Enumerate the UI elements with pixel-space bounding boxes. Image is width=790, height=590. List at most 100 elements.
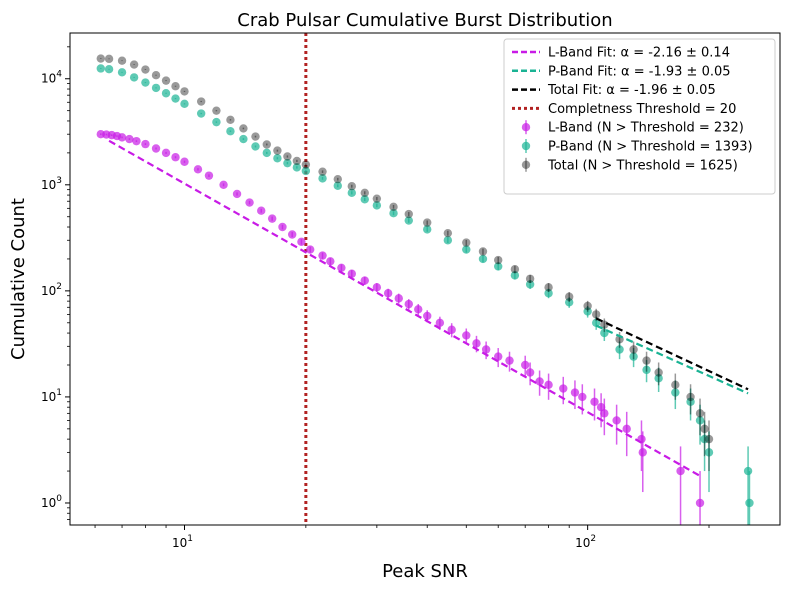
p-band-point (239, 134, 248, 144)
total-point (141, 65, 150, 74)
p-band-point (654, 374, 663, 383)
l-band-point (535, 377, 544, 386)
total-point (704, 434, 714, 444)
x-tick-label: 102 (575, 534, 596, 550)
p-band-point (629, 352, 638, 361)
total-point (591, 310, 601, 319)
y-tick-label: 104 (41, 70, 62, 86)
p-band-point (423, 225, 432, 234)
p-band-point (510, 271, 520, 280)
total-point (239, 124, 248, 133)
l-band-point (383, 289, 393, 298)
total-point (262, 140, 271, 149)
l-band-point (297, 237, 306, 247)
total-point (583, 301, 592, 311)
x-tick-label: 101 (172, 534, 193, 550)
p-band-point (180, 99, 189, 109)
total-point (129, 60, 139, 69)
total-point (180, 87, 189, 96)
total-point (404, 209, 413, 219)
p-band-point (745, 498, 754, 508)
p-band-point (251, 142, 260, 151)
y-tick-label: 101 (41, 388, 62, 404)
l-band-point (337, 263, 346, 272)
l-band-point (305, 245, 315, 254)
l-band-point (161, 148, 171, 158)
l-band-point (204, 171, 214, 180)
p-band-point (171, 94, 180, 103)
l-band-point (132, 136, 141, 146)
legend-label: P-Band (N > Threshold = 1393) (548, 140, 753, 155)
total-point (671, 380, 680, 390)
total-point (96, 54, 105, 63)
p-band-point (494, 262, 503, 271)
total-point (318, 167, 327, 176)
total-point (494, 255, 503, 265)
l-band-point (638, 448, 647, 457)
l-band-point (141, 139, 150, 149)
total-point (301, 160, 311, 169)
l-band-point (578, 392, 587, 402)
total-point (212, 106, 221, 115)
total-point (510, 265, 520, 274)
p-band-point (141, 78, 150, 87)
total-point (462, 238, 471, 247)
l-band-point (525, 368, 535, 377)
legend-label: Total (N > Threshold = 1625) (547, 158, 738, 173)
p-band-point (292, 163, 302, 172)
p-band-point (360, 195, 369, 204)
plot-area (96, 33, 754, 525)
l-band-point (219, 180, 228, 190)
total-point (389, 202, 398, 212)
l-band-fit-line (108, 139, 701, 477)
legend-label: Total Fit: α = -1.96 ± 0.05 (547, 83, 716, 98)
l-band-point (267, 214, 277, 223)
p-band-point (196, 109, 206, 118)
p-band-point (212, 117, 221, 127)
total-point (695, 409, 705, 418)
p-band-point (462, 245, 471, 254)
l-band-point (423, 311, 432, 321)
p-band-point (347, 188, 356, 198)
y-tick-label: 100 (41, 494, 62, 510)
total-point (171, 82, 180, 91)
total-point (564, 292, 574, 301)
total-point (525, 274, 535, 283)
p-band-fit-line (595, 324, 749, 395)
p-band-point (615, 345, 624, 354)
l-band-point (360, 276, 369, 285)
total-point (360, 188, 369, 198)
legend: L-Band Fit: α = -2.16 ± 0.14 P-Band Fit: … (503, 38, 776, 195)
l-band-series (96, 130, 705, 525)
y-axis-label: Cumulative Count (8, 198, 29, 360)
l-band-point (288, 230, 297, 239)
l-band-point (404, 299, 413, 309)
x-axis-label: Peak SNR (382, 561, 468, 582)
p-band-point (226, 127, 235, 136)
l-band-point (494, 352, 503, 361)
p-band-point (686, 397, 695, 406)
l-band-point (622, 424, 631, 434)
p-band-point (161, 89, 171, 98)
total-point (654, 368, 663, 377)
l-band-point (590, 397, 599, 406)
p-band-point (117, 68, 127, 77)
total-point (423, 218, 432, 227)
l-band-point (447, 325, 456, 334)
p-band-point (96, 64, 105, 73)
l-band-point (435, 318, 445, 327)
total-point (161, 76, 171, 85)
total-point (196, 97, 206, 106)
p-band-point (671, 388, 680, 397)
legend-label: Completness Threshold = 20 (548, 102, 736, 117)
l-band-point (326, 257, 335, 266)
p-band-point (525, 280, 535, 289)
total-series (96, 54, 714, 472)
l-band-point (318, 251, 327, 260)
l-band-point (472, 339, 481, 348)
legend-box (503, 38, 776, 195)
l-band-point (278, 222, 287, 232)
l-band-point (612, 416, 621, 425)
total-point (629, 345, 638, 354)
